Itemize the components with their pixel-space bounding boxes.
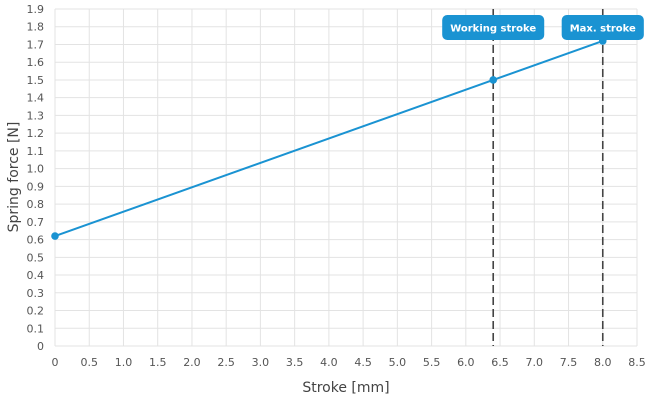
x-tick-label: 8.0 (594, 356, 612, 369)
x-tick-label: 4.0 (320, 356, 338, 369)
marker-label-text: Working stroke (450, 24, 536, 35)
y-tick-label: 0.6 (27, 234, 45, 247)
y-tick-label: 0.9 (27, 180, 45, 193)
x-tick-label: 2.0 (183, 356, 201, 369)
y-tick-label: 1.1 (27, 145, 45, 158)
x-tick-label: 5.5 (423, 356, 441, 369)
x-tick-label: 4.5 (354, 356, 372, 369)
x-tick-label: 1.5 (149, 356, 167, 369)
marker-label-box (561, 15, 644, 40)
y-tick-label: 0.4 (27, 269, 45, 282)
y-tick-label: 1.4 (27, 92, 45, 105)
x-tick-label: 5.0 (389, 356, 407, 369)
y-axis-title: Spring force [N] (6, 122, 22, 233)
x-tick-label: 0 (52, 356, 59, 369)
x-tick-label: 2.5 (217, 356, 235, 369)
y-tick-label: 0.8 (27, 198, 45, 211)
x-tick-label: 6.0 (457, 356, 475, 369)
x-axis-ticks: 0 0.5 1.0 1.5 2.0 2.5 3.0 3.5 4.0 4.5 5.0 5.5 6.0 6.5… (52, 356, 646, 369)
y-tick-label: 0.7 (27, 216, 45, 229)
marker-label-box (442, 15, 545, 40)
y-tick-label: 1.9 (27, 3, 45, 16)
y-tick-label: 1.7 (27, 38, 45, 51)
y-tick-label: 0 (37, 340, 44, 353)
x-tick-label: 1.0 (115, 356, 133, 369)
x-tick-label: 8.5 (628, 356, 646, 369)
y-tick-label: 0.3 (27, 287, 45, 300)
marker-label-text: Max. stroke (570, 24, 636, 35)
y-tick-label: 0.2 (27, 305, 45, 318)
y-tick-label: 0.5 (27, 251, 45, 264)
y-axis-ticks: 0 0.1 0.2 0.3 0.4 0.5 0.6 0.7 0.8 0.9 1.0 1.1 1.2 1.3… (27, 3, 45, 353)
stroke-marker-label: Working stroke (442, 15, 545, 40)
data-point (489, 76, 498, 84)
x-tick-label: 3.5 (286, 356, 304, 369)
data-point (51, 232, 59, 240)
y-tick-label: 1.2 (27, 127, 45, 140)
x-tick-label: 0.5 (80, 356, 98, 369)
x-axis-title: Stroke [mm] (302, 380, 389, 396)
y-tick-label: 1.6 (27, 56, 45, 69)
x-tick-label: 3.0 (252, 356, 270, 369)
y-tick-label: 1.0 (27, 163, 45, 176)
y-tick-label: 1.3 (27, 109, 45, 122)
y-tick-label: 0.1 (27, 322, 45, 335)
y-tick-label: 1.5 (27, 74, 45, 87)
stroke-markers (492, 9, 604, 346)
stroke-marker-label: Max. stroke (561, 15, 644, 40)
y-tick-label: 1.8 (27, 21, 45, 34)
stroke-marker-labels: Working stroke Max. stroke (442, 15, 644, 40)
x-tick-label: 6.5 (491, 356, 509, 369)
x-tick-label: 7.0 (526, 356, 544, 369)
x-tick-label: 7.5 (560, 356, 578, 369)
